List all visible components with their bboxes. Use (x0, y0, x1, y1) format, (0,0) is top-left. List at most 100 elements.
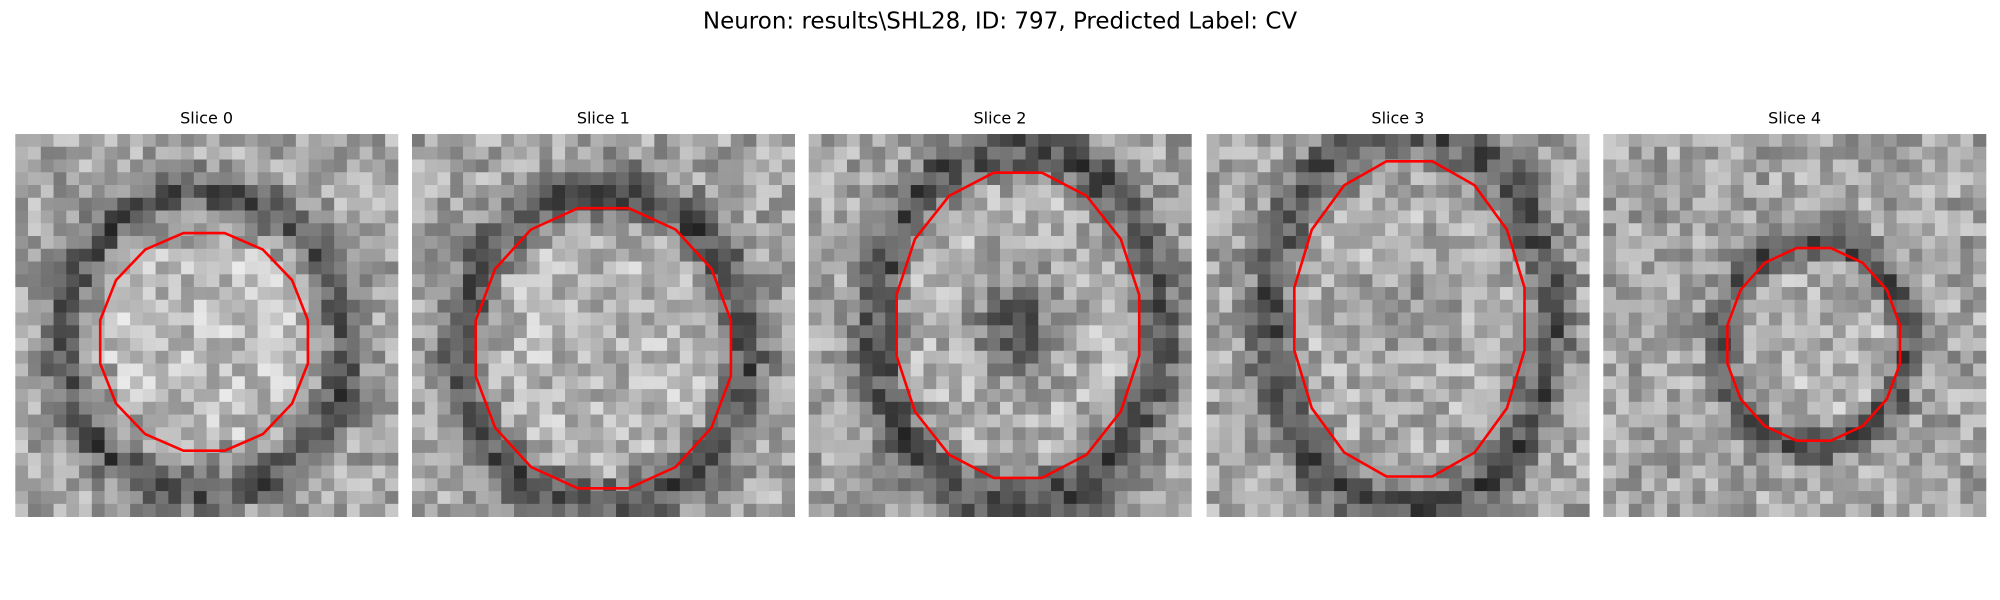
pixel (705, 491, 719, 505)
pixel (283, 414, 297, 428)
pixel (539, 261, 553, 275)
pixel (1756, 389, 1770, 403)
pixel (53, 236, 67, 250)
pixel (1089, 248, 1103, 262)
pixel (667, 491, 681, 505)
pixel (1257, 172, 1271, 186)
pixel (1114, 440, 1128, 454)
pixel (1283, 503, 1297, 517)
pixel (346, 134, 361, 148)
pixel (1232, 478, 1246, 492)
pixel (1499, 248, 1514, 262)
pixel (718, 248, 732, 262)
pixel (1576, 146, 1590, 160)
pixel (372, 134, 386, 148)
pixel (334, 197, 348, 211)
pixel (424, 401, 438, 415)
pixel (885, 287, 899, 301)
pixel (1845, 159, 1859, 173)
pixel (1076, 350, 1090, 364)
pixel (1244, 350, 1259, 364)
pixel (756, 440, 770, 454)
pixel (948, 414, 963, 428)
pixel (155, 261, 169, 275)
pixel (1025, 427, 1039, 441)
pixel (1563, 146, 1577, 160)
pixel (1705, 427, 1719, 441)
pixel (936, 312, 950, 326)
pixel (1219, 236, 1233, 250)
pixel (1794, 261, 1808, 275)
pixel (206, 248, 220, 262)
pixel (821, 312, 835, 326)
pixel (654, 503, 668, 517)
pixel (1769, 376, 1783, 390)
pixel (885, 172, 899, 186)
pixel (308, 376, 322, 390)
pixel (193, 185, 207, 199)
pixel (974, 236, 988, 250)
pixel (385, 478, 399, 492)
pixel (1858, 312, 1872, 326)
pixel (743, 223, 757, 237)
pixel (1153, 452, 1167, 466)
pixel (1563, 172, 1577, 186)
pixel (40, 159, 54, 173)
pixel (1063, 350, 1077, 364)
pixel (1743, 236, 1757, 250)
pixel (885, 414, 899, 428)
pixel (1730, 312, 1744, 326)
pixel (1973, 389, 1987, 403)
pixel (1397, 491, 1412, 505)
pixel (834, 363, 848, 377)
pixel (1000, 134, 1014, 148)
pixel (885, 312, 899, 326)
pixel (1308, 491, 1322, 505)
pixel (117, 503, 131, 517)
pixel (334, 440, 348, 454)
pixel (1563, 299, 1577, 313)
pixel (463, 478, 477, 492)
pixel (743, 159, 757, 173)
pixel (1321, 223, 1335, 237)
pixel (872, 287, 886, 301)
pixel (539, 363, 553, 377)
pixel (257, 159, 271, 173)
pixel (1896, 491, 1910, 505)
pixel (1934, 261, 1949, 275)
pixel (1397, 376, 1412, 390)
pixel (1165, 376, 1179, 390)
pixel (1743, 185, 1757, 199)
pixel (104, 146, 118, 160)
pixel (1270, 338, 1284, 352)
pixel (1244, 503, 1259, 517)
pixel (1960, 414, 1974, 428)
pixel (334, 427, 348, 441)
pixel (1807, 350, 1821, 364)
pixel (1397, 503, 1412, 517)
pixel (1525, 465, 1539, 479)
pixel (155, 248, 169, 262)
pixel (730, 338, 744, 352)
pixel (1321, 146, 1335, 160)
pixel (1038, 223, 1052, 237)
pixel (424, 312, 438, 326)
pixel (232, 452, 246, 466)
pixel (1563, 376, 1577, 390)
pixel (168, 248, 182, 262)
pixel (641, 414, 655, 428)
pixel (743, 185, 757, 199)
pixel (193, 210, 207, 224)
pixel (1206, 159, 1220, 173)
pixel (1525, 338, 1539, 352)
pixel (730, 159, 744, 173)
pixel (552, 376, 566, 390)
pixel (219, 478, 233, 492)
pixel (1436, 261, 1450, 275)
pixel (1756, 197, 1770, 211)
pixel (1871, 185, 1885, 199)
pixel (961, 223, 975, 237)
pixel (1730, 159, 1744, 173)
pixel (1820, 274, 1834, 288)
pixel (1845, 491, 1859, 505)
